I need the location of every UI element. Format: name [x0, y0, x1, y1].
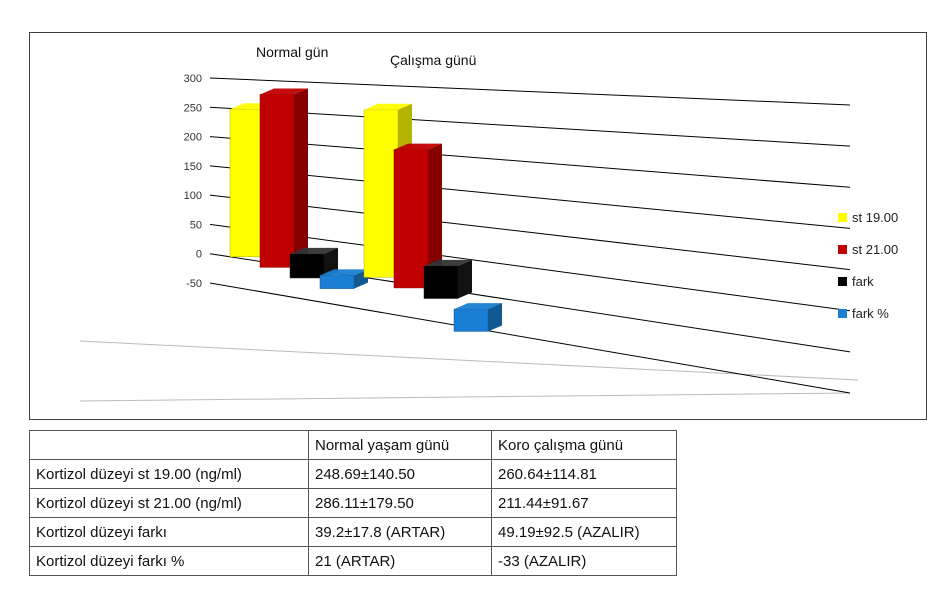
legend-label: fark: [852, 274, 874, 289]
y-tick-label: 150: [184, 161, 202, 173]
row-koro-value: 211.44±91.67: [491, 488, 677, 518]
table-row: Kortizol düzeyi st 19.00 (ng/ml) 248.69±…: [29, 459, 677, 489]
bar-front: [423, 265, 459, 299]
y-tick-label: 50: [190, 219, 202, 231]
bar-front: [259, 94, 295, 268]
row-label: Kortizol düzeyi farkı: [29, 517, 309, 547]
category-label: Normal gün: [256, 44, 328, 60]
row-normal-value: 21 (ARTAR): [308, 546, 492, 576]
bar-top: [394, 143, 442, 150]
row-normal-value: 248.69±140.50: [308, 459, 492, 489]
cortisol-table: Normal yaşam günü Koro çalışma günü Kort…: [29, 430, 677, 576]
row-label: Kortizol düzeyi st 19.00 (ng/ml): [29, 459, 309, 489]
bar-front: [393, 149, 429, 289]
bar-front: [363, 109, 399, 278]
bar-side: [458, 259, 472, 299]
bar-top: [320, 269, 368, 276]
y-tick-label: 0: [196, 249, 202, 261]
gridline: [209, 282, 851, 394]
floor-left-edge: [79, 392, 851, 402]
bar-top: [454, 303, 502, 310]
row-label: Kortizol düzeyi st 21.00 (ng/ml): [29, 488, 309, 518]
table-header-row: Normal yaşam günü Koro çalışma günü: [29, 430, 677, 460]
table-row: Kortizol düzeyi st 21.00 (ng/ml) 286.11±…: [29, 488, 677, 518]
floor-front-edge: [79, 340, 859, 381]
row-koro-value: 49.19±92.5 (AZALIR): [491, 517, 677, 547]
bar-front: [229, 109, 265, 258]
legend-label: st 21.00: [852, 242, 898, 257]
legend-swatch: [838, 309, 847, 318]
bar-chart: 300 250 200 150 100 50 0 -50 Normal gün Çalışma g…: [79, 44, 898, 402]
row-normal-value: 39.2±17.8 (ARTAR): [308, 517, 492, 547]
table-row: Kortizol düzeyi farkı % 21 (ARTAR) -33 (…: [29, 546, 677, 576]
gridline: [209, 165, 851, 229]
bar-top: [424, 259, 472, 266]
row-koro-value: -33 (AZALIR): [491, 546, 677, 576]
legend-label: fark %: [852, 306, 889, 321]
category-label: Çalışma günü: [390, 52, 476, 68]
bar-front: [289, 253, 325, 279]
bar-top: [290, 247, 338, 254]
table-row: Kortizol düzeyi farkı 39.2±17.8 (ARTAR) …: [29, 517, 677, 547]
row-label: Kortizol düzeyi farkı %: [29, 546, 309, 576]
bar-top: [364, 103, 412, 110]
legend-label: st 19.00: [852, 210, 898, 225]
y-tick-label: 300: [184, 73, 202, 85]
table-header-koro: Koro çalışma günü: [491, 430, 677, 460]
gridline: [209, 223, 851, 312]
bar-side: [294, 88, 308, 268]
table-header-blank: [29, 430, 309, 460]
row-koro-value: 260.64±114.81: [491, 459, 677, 489]
gridline: [209, 136, 851, 188]
gridline: [209, 106, 851, 147]
legend-swatch: [838, 213, 847, 222]
y-tick-label: 250: [184, 102, 202, 114]
y-tick-label: -50: [186, 278, 202, 290]
bar-top: [260, 88, 308, 95]
bar-side: [428, 143, 442, 288]
bar-front: [453, 308, 489, 332]
bar-side: [488, 303, 502, 332]
y-tick-label: 100: [184, 190, 202, 202]
gridline: [209, 77, 851, 106]
legend-swatch: [838, 277, 847, 286]
bar-front: [319, 275, 355, 289]
gridline: [209, 194, 851, 271]
chart-frame: 300 250 200 150 100 50 0 -50 Normal gün Çalışma g…: [29, 32, 927, 420]
table-header-normal: Normal yaşam günü: [308, 430, 492, 460]
y-tick-label: 200: [184, 132, 202, 144]
row-normal-value: 286.11±179.50: [308, 488, 492, 518]
legend-swatch: [838, 245, 847, 254]
